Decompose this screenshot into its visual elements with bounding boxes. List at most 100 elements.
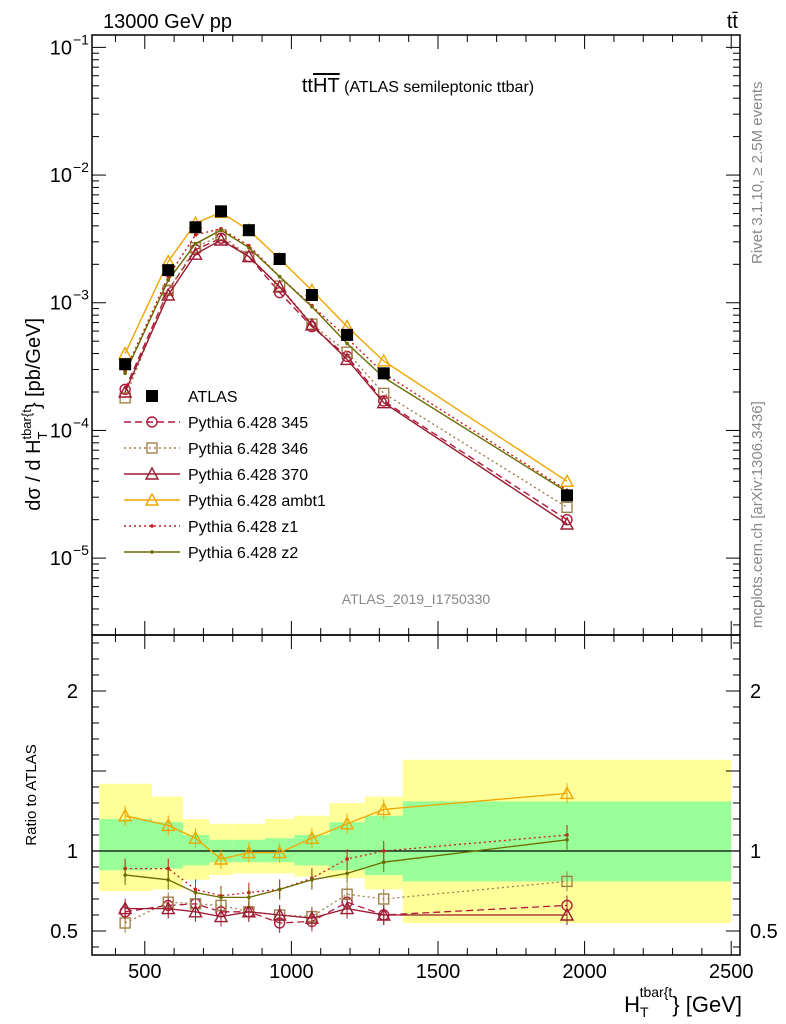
ratio-y-tick-label-right: 1 xyxy=(750,841,761,863)
legend-marker xyxy=(146,442,158,454)
data-point-pythia-6-428-346 xyxy=(561,501,573,514)
ratio-series-pythia-6-428-370 xyxy=(117,898,575,929)
ratio-point-pythia-6-428-z2 xyxy=(381,860,386,864)
ratio-point-pythia-6-428-ambt1 xyxy=(376,801,391,816)
data-point-pythia-6-428-345 xyxy=(561,513,573,526)
data-point-pythia-6-428-370 xyxy=(161,287,176,301)
data-point-pythia-6-428-370 xyxy=(272,279,287,293)
ratio-point-pythia-6-428-z2 xyxy=(310,878,314,882)
legend-marker xyxy=(146,416,158,428)
ratio-point-pythia-6-428-370 xyxy=(304,910,320,924)
data-point-pythia-6-428-346 xyxy=(378,387,390,400)
ratio-line-pythia-6-428-370 xyxy=(125,907,567,919)
ratio-line-pythia-6-428-z2 xyxy=(125,839,568,899)
ratio-point-pythia-6-428-z2 xyxy=(123,873,127,877)
x-axis-label: HTtbar{t} [GeV] xyxy=(624,984,742,1020)
ratio-point-pythia-6-428-370 xyxy=(213,909,229,923)
data-point-pythia-6-428-ambt1 xyxy=(376,353,391,367)
header-process-label: tt̄ xyxy=(727,11,739,33)
uncertainty-band-inner-bin xyxy=(152,822,183,869)
data-point-pythia-6-428-346 xyxy=(119,392,131,404)
legend-entry-pythia-6-428-z1: Pythia 6.428 z1 xyxy=(124,519,298,536)
ratio-point-pythia-6-428-ambt1 xyxy=(188,830,203,844)
main-axes: 10−510−410−310−210−1 xyxy=(50,31,740,635)
ylabel-main: dσ / d H xyxy=(23,439,45,510)
data-point-pythia-6-428-z2 xyxy=(310,304,314,309)
legend-marker xyxy=(146,390,158,402)
series-atlas xyxy=(119,205,574,502)
ratio-panel-frame xyxy=(91,634,741,956)
xlabel-sup: tbar{t xyxy=(640,984,673,1000)
main-plot-series xyxy=(117,204,575,530)
legend-entry-pythia-6-428-345: Pythia 6.428 345 xyxy=(124,415,308,432)
legend-entry-pythia-6-428-370: Pythia 6.428 370 xyxy=(124,466,308,484)
ratio-point-pythia-6-428-370 xyxy=(117,901,133,915)
series-line-pythia-6-428-ambt1 xyxy=(124,211,568,482)
data-point-pythia-6-428-345 xyxy=(119,383,131,395)
ratio-point-pythia-6-428-346 xyxy=(378,893,390,905)
legend-label: Pythia 6.428 z2 xyxy=(188,545,298,562)
legend: ATLAS Pythia 6.428 345 Pythia 6.428 346 Pyt… xyxy=(124,389,326,562)
data-point-atlas xyxy=(377,367,390,380)
data-point-pythia-6-428-z2 xyxy=(193,241,198,246)
ratio-y-axis-label: Ratio to ATLAS xyxy=(23,744,40,845)
ratio-point-pythia-6-428-ambt1 xyxy=(272,845,287,859)
data-point-pythia-6-428-z2 xyxy=(219,228,223,232)
data-point-atlas xyxy=(561,489,574,502)
data-point-pythia-6-428-ambt1 xyxy=(559,473,575,487)
series-line-pythia-6-428-z2 xyxy=(124,229,568,493)
ratio-line-pythia-6-428-z1 xyxy=(125,834,568,897)
ratio-plot-series xyxy=(92,759,740,933)
x-tick-label: 1500 xyxy=(416,961,461,983)
xlabel-main: H xyxy=(624,992,640,1017)
data-point-pythia-6-428-z2 xyxy=(247,245,251,250)
data-point-atlas xyxy=(189,221,202,234)
x-tick-label: 500 xyxy=(128,961,161,983)
data-point-atlas xyxy=(305,288,318,301)
data-point-pythia-6-428-370 xyxy=(213,232,229,246)
series-pythia-6-428-370 xyxy=(117,232,575,530)
data-point-pythia-6-428-370 xyxy=(339,351,355,366)
ratio-point-pythia-6-428-z1 xyxy=(345,857,349,861)
x-tick-label: 2000 xyxy=(562,961,607,983)
ratio-point-pythia-6-428-370 xyxy=(188,904,203,918)
ratio-point-pythia-6-428-ambt1 xyxy=(117,808,133,822)
data-point-atlas xyxy=(162,264,175,277)
series-line-pythia-6-428-370 xyxy=(124,239,568,525)
legend-marker xyxy=(150,524,154,528)
ratio-point-pythia-6-428-370 xyxy=(161,901,176,915)
title-rest: (ATLAS semileptonic ttbar) xyxy=(340,79,534,96)
y-tick-label: 10 xyxy=(50,548,72,570)
data-point-pythia-6-428-370 xyxy=(559,516,575,530)
data-point-atlas xyxy=(242,224,255,237)
ratio-point-pythia-6-428-z1 xyxy=(166,866,171,871)
legend-label: Pythia 6.428 345 xyxy=(188,415,308,432)
data-point-pythia-6-428-z2 xyxy=(166,278,171,283)
data-point-pythia-6-428-370 xyxy=(117,384,133,398)
ratio-line-pythia-6-428-345 xyxy=(125,901,568,924)
ylabel-sup: tbar{t xyxy=(19,409,34,440)
data-point-atlas xyxy=(273,253,286,266)
xlabel-tail: } [GeV] xyxy=(672,992,742,1017)
ratio-series-pythia-6-428-z2 xyxy=(123,829,569,908)
ratio-axes: 0.5 0.51 12 2500 1000 1500 2000 2500 xyxy=(50,635,778,983)
legend-entry-atlas: ATLAS xyxy=(146,389,238,406)
ratio-point-pythia-6-428-370 xyxy=(339,901,355,915)
legend-label: Pythia 6.428 z1 xyxy=(188,519,298,536)
ratio-point-pythia-6-428-370 xyxy=(241,904,257,918)
data-point-atlas xyxy=(119,358,132,371)
legend-marker xyxy=(150,550,154,554)
legend-label: Pythia 6.428 346 xyxy=(188,441,308,458)
ratio-point-pythia-6-428-ambt1 xyxy=(161,817,176,832)
mcplots-label: mcplots.cern.ch [arXiv:1306.3436] xyxy=(749,401,766,628)
uncertainty-band-inner-bin xyxy=(99,819,153,871)
ratio-line-pythia-6-428-346 xyxy=(124,880,568,924)
ratio-point-pythia-6-428-346 xyxy=(561,875,573,888)
xlabel-sub: T xyxy=(640,1004,649,1020)
ratio-y-tick-label: 1 xyxy=(67,841,78,863)
data-point-atlas xyxy=(341,328,354,341)
data-point-atlas xyxy=(215,205,228,218)
ylabel-sub: T xyxy=(35,431,50,439)
uncertainty-band-inner-bin xyxy=(182,835,210,866)
